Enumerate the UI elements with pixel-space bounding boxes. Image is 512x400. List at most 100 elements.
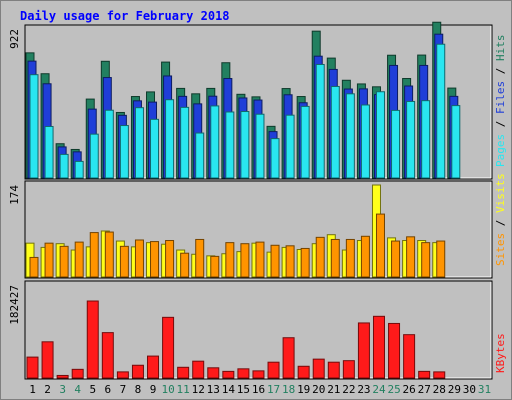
bar-sites-day-26: [406, 236, 416, 278]
chart-title: Daily usage for February 2018: [20, 9, 230, 23]
bar-kbytes-day-25: [388, 322, 401, 379]
bar-kbytes-day-6: [101, 332, 114, 379]
bar-pages-day-27: [421, 100, 431, 179]
y-max-label-visits-sites: 174: [8, 185, 21, 205]
bar-sites-day-5: [89, 232, 99, 278]
x-label-day-29: 29: [448, 383, 461, 396]
x-label-day-17: 17: [267, 383, 280, 396]
x-label-day-23: 23: [357, 383, 370, 396]
bar-kbytes-day-13: [207, 367, 220, 379]
bar-sites-day-19: [300, 247, 310, 278]
bar-pages-day-9: [150, 118, 160, 179]
bar-sites-day-23: [360, 235, 370, 278]
bar-sites-day-8: [134, 239, 144, 278]
x-label-day-9: 9: [150, 383, 157, 396]
bar-sites-day-25: [391, 240, 401, 278]
bar-sites-day-27: [421, 242, 431, 278]
x-label-day-5: 5: [89, 383, 96, 396]
bar-pages-day-2: [44, 126, 54, 179]
x-label-day-25: 25: [387, 383, 400, 396]
bar-sites-day-24: [375, 213, 385, 278]
x-label-day-15: 15: [237, 383, 250, 396]
bar-pages-day-19: [300, 105, 310, 179]
bar-sites-day-28: [436, 240, 446, 278]
x-label-day-10: 10: [161, 383, 174, 396]
bar-pages-day-7: [119, 125, 129, 179]
bar-pages-day-16: [255, 113, 265, 179]
bar-sites-day-18: [285, 245, 295, 278]
x-label-day-1: 1: [29, 383, 36, 396]
bar-kbytes-day-4: [71, 368, 84, 379]
x-label-day-13: 13: [207, 383, 220, 396]
bar-kbytes-day-1: [26, 356, 39, 379]
bar-kbytes-day-9: [147, 355, 160, 379]
x-label-day-30: 30: [463, 383, 476, 396]
x-label-day-22: 22: [342, 383, 355, 396]
legend-entry-kbytes: KBytes: [494, 333, 507, 373]
bar-pages-day-13: [210, 105, 220, 179]
legend-entry-visits: Visits: [494, 173, 507, 213]
bar-pages-day-5: [89, 133, 99, 179]
x-label-day-31: 31: [478, 383, 491, 396]
bar-pages-day-17: [270, 138, 280, 179]
bar-sites-day-17: [270, 244, 280, 278]
x-label-day-12: 12: [192, 383, 205, 396]
y-max-label-kbytes: 182427: [8, 285, 21, 325]
legend-kbytes: KBytes: [494, 333, 507, 373]
x-label-day-4: 4: [74, 383, 81, 396]
bar-pages-day-21: [330, 85, 340, 179]
bar-sites-day-15: [240, 243, 250, 278]
bar-kbytes-day-27: [418, 370, 431, 379]
bar-kbytes-day-20: [312, 358, 325, 379]
bar-pages-day-12: [195, 132, 205, 179]
bar-kbytes-day-12: [192, 360, 205, 379]
bar-kbytes-day-23: [357, 322, 370, 379]
bar-sites-day-16: [255, 241, 265, 278]
legend-separator: /: [494, 61, 507, 81]
bar-sites-day-7: [119, 245, 129, 278]
legend-separator: /: [494, 213, 507, 233]
y-max-label-hits-files-pages: 922: [8, 29, 21, 49]
x-label-day-11: 11: [177, 383, 190, 396]
bar-sites-day-11: [180, 252, 190, 278]
x-label-day-7: 7: [120, 383, 127, 396]
x-label-day-20: 20: [312, 383, 325, 396]
bar-kbytes-day-19: [297, 365, 310, 379]
bar-sites-day-1: [29, 256, 39, 278]
bar-pages-day-3: [59, 153, 69, 179]
bar-kbytes-day-26: [403, 334, 416, 379]
bar-sites-day-3: [59, 245, 69, 278]
legend-visits-sites: Sites / Visits: [494, 173, 507, 266]
legend-separator: /: [494, 114, 507, 134]
bar-pages-day-20: [315, 63, 325, 179]
bar-pages-day-15: [240, 111, 250, 179]
bar-kbytes-day-8: [131, 364, 144, 379]
bar-sites-day-14: [225, 242, 235, 278]
bar-pages-day-10: [165, 99, 175, 179]
bar-sites-day-22: [345, 238, 355, 278]
x-label-day-27: 27: [418, 383, 431, 396]
bar-kbytes-day-18: [282, 337, 295, 379]
bar-kbytes-day-22: [342, 360, 355, 379]
x-label-day-16: 16: [252, 383, 265, 396]
bar-kbytes-day-24: [372, 315, 385, 379]
bar-kbytes-day-17: [267, 361, 280, 379]
bar-pages-day-8: [134, 107, 144, 179]
legend-hits-files-pages: Pages / Files / Hits: [494, 35, 507, 168]
bar-kbytes-day-7: [116, 371, 129, 379]
bar-kbytes-day-11: [177, 366, 190, 379]
x-label-day-3: 3: [59, 383, 66, 396]
x-label-day-8: 8: [135, 383, 142, 396]
bar-sites-day-21: [330, 238, 340, 278]
bar-kbytes-day-28: [433, 371, 446, 379]
bar-kbytes-day-21: [327, 361, 340, 379]
x-label-day-21: 21: [327, 383, 340, 396]
bar-kbytes-day-2: [41, 341, 54, 379]
bar-pages-day-1: [29, 74, 39, 179]
bar-sites-day-4: [74, 241, 84, 278]
bar-kbytes-day-14: [222, 370, 235, 379]
x-label-day-28: 28: [433, 383, 446, 396]
bar-pages-day-18: [285, 114, 295, 179]
legend-entry-sites: Sites: [494, 233, 507, 266]
